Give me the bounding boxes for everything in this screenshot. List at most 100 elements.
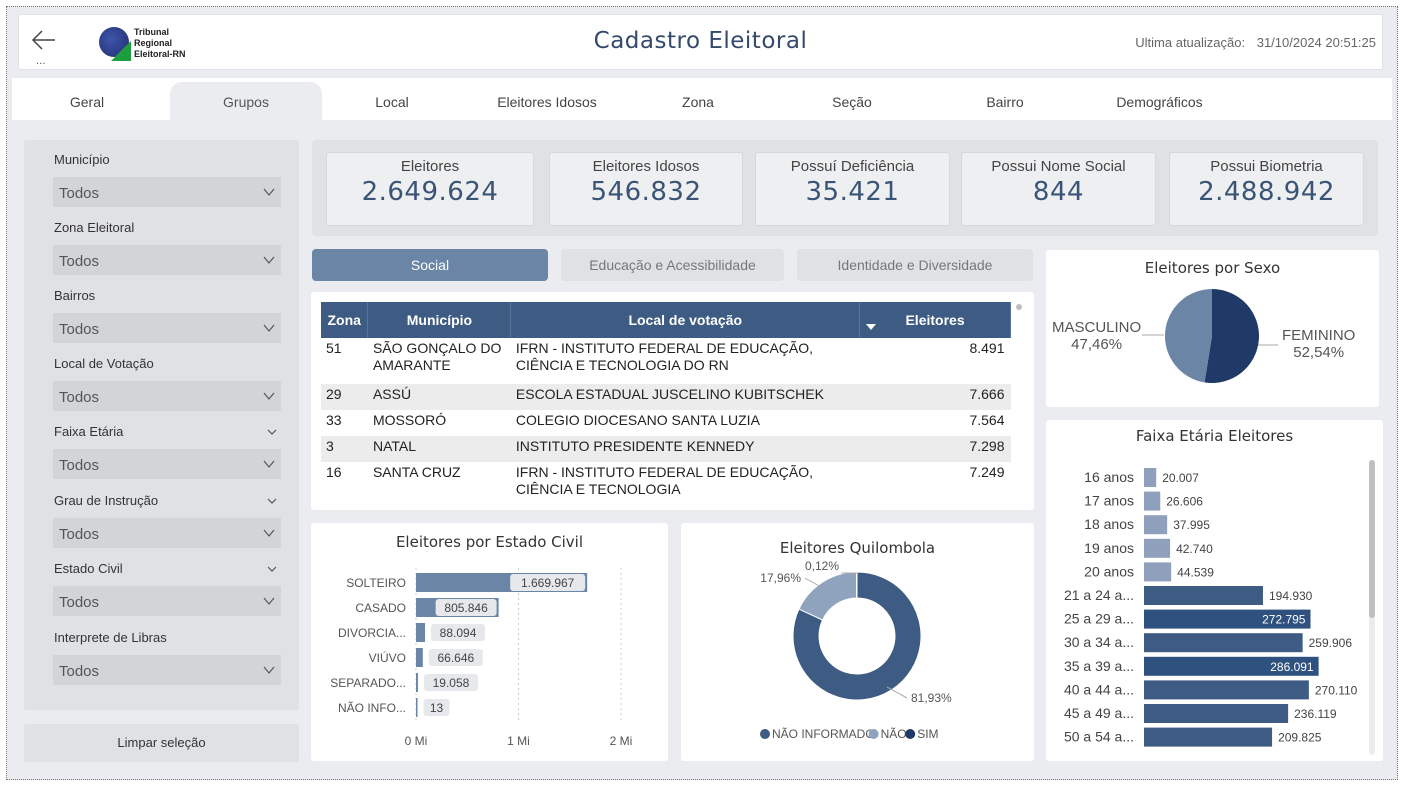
- category-label: VIÚVO: [369, 650, 406, 665]
- table-cell: SÃO GONÇALO DO AMARANTE: [372, 340, 502, 373]
- data-label: 13: [430, 701, 444, 715]
- category-label: 25 a 29 a...: [1064, 611, 1134, 627]
- sort-descending-icon[interactable]: [866, 324, 876, 330]
- legend-marker: [760, 729, 770, 739]
- filter-label-libras: Interprete de Libras: [54, 630, 167, 645]
- bar: [1144, 727, 1273, 747]
- filter-dropdown-municipio[interactable]: Todos: [53, 177, 281, 207]
- category-label: DIVORCIA...: [338, 626, 406, 640]
- tab-eleitores-idosos[interactable]: Eleitores Idosos: [497, 94, 597, 110]
- data-label: 19.058: [433, 676, 470, 690]
- tab-geral[interactable]: Geral: [69, 94, 105, 110]
- column-header[interactable]: Local de votação: [510, 302, 861, 338]
- kpi-label: Possui Biometria: [1210, 158, 1323, 175]
- category-label: 45 a 49 a...: [1064, 705, 1134, 721]
- filter-sidebar: Município Todos Zona Eleitoral Todos Bai…: [24, 140, 299, 710]
- kpi-label: Eleitores Idosos: [592, 158, 700, 175]
- table-cell: SANTA CRUZ: [372, 464, 461, 480]
- filter-dropdown-bairros[interactable]: Todos: [53, 313, 281, 343]
- table-row[interactable]: 33 MOSSORÓ COLEGIO DIOCESANO SANTA LUZIA…: [321, 410, 1011, 436]
- filter-value: Todos: [59, 389, 100, 406]
- chevron-down-icon: [263, 324, 275, 332]
- column-header[interactable]: Zona: [321, 302, 369, 338]
- table-row[interactable]: 16 SANTA CRUZ IFRN - INSTITUTO FEDERAL D…: [321, 462, 1011, 502]
- leader-line: [886, 686, 908, 699]
- voting-locations-table-card: Zona Município Local de votação Eleitore…: [311, 292, 1034, 510]
- table-row[interactable]: 3 NATAL INSTITUTO PRESIDENTE KENNEDY 7.2…: [321, 436, 1011, 462]
- filter-label-faixa: Faixa Etária: [54, 424, 124, 439]
- filter-dropdown-libras[interactable]: Todos: [53, 655, 281, 685]
- table-cell: INSTITUTO PRESIDENTE KENNEDY: [510, 436, 860, 462]
- scrollbar-thumb[interactable]: [1369, 460, 1375, 618]
- tab-demograficos[interactable]: Demográficos: [1116, 94, 1203, 110]
- legend-label: SIM: [917, 727, 938, 741]
- bar: [1144, 680, 1309, 700]
- chart-title: Eleitores Quilombola: [779, 539, 936, 557]
- category-label: 20 anos: [1084, 563, 1134, 579]
- table-row[interactable]: 51 SÃO GONÇALO DO AMARANTE IFRN - INSTIT…: [321, 338, 1011, 384]
- chevron-down-icon: [263, 188, 275, 196]
- legend-label: NÃO: [881, 727, 907, 741]
- header-bar: Tribunal Regional Eleitoral-RN Cadastro …: [18, 14, 1383, 70]
- kpi-card-biometria: Possui Biometria 2.488.942: [1169, 152, 1364, 226]
- x-tick-label: 0 Mi: [405, 734, 428, 748]
- segment-identidade[interactable]: Identidade e Diversidade: [797, 249, 1033, 281]
- bar: [416, 698, 418, 717]
- bar: [1144, 656, 1319, 676]
- tab-local[interactable]: Local: [375, 94, 409, 110]
- bar: [1144, 704, 1289, 723]
- scrollbar-dot[interactable]: [1016, 304, 1022, 310]
- chevron-down-icon[interactable]: [267, 427, 277, 437]
- table-cell: 7.249: [969, 464, 1005, 480]
- table-cell: 7.666: [859, 384, 1011, 410]
- table-cell: 16: [326, 464, 342, 480]
- table-cell: 33: [326, 412, 342, 428]
- kpi-card-idosos: Eleitores Idosos 546.832: [549, 152, 743, 226]
- filter-value: Todos: [59, 663, 100, 680]
- data-label: 20.007: [1162, 471, 1199, 485]
- kpi-value: 546.832: [590, 177, 702, 207]
- back-arrow-icon[interactable]: [29, 25, 59, 55]
- segment-social[interactable]: Social: [312, 249, 548, 281]
- category-label: SEPARADO...: [330, 676, 406, 690]
- filter-dropdown-zona[interactable]: Todos: [53, 245, 281, 275]
- table-cell: COLEGIO DIOCESANO SANTA LUZIA: [515, 412, 760, 428]
- chevron-down-icon[interactable]: [267, 564, 277, 574]
- filter-dropdown-local[interactable]: Todos: [53, 381, 281, 411]
- clear-selection-button[interactable]: Limpar seleção: [24, 724, 299, 762]
- tre-logo-text: Tribunal Regional Eleitoral-RN: [134, 27, 186, 59]
- tab-secao[interactable]: Seção: [832, 94, 872, 110]
- legend-marker: [905, 729, 916, 739]
- table-row[interactable]: 29 ASSÚ ESCOLA ESTADUAL JUSCELINO KUBITS…: [321, 384, 1011, 410]
- tab-bairro[interactable]: Bairro: [986, 94, 1024, 110]
- chevron-down-icon[interactable]: [267, 496, 277, 506]
- data-label-background: [510, 574, 586, 591]
- kpi-label: Eleitores: [400, 158, 460, 175]
- legend-marker: [868, 729, 879, 739]
- data-label: 52,54%: [1293, 344, 1345, 361]
- segment-educacao[interactable]: Educação e Acessibilidade: [561, 249, 784, 281]
- chart-title: Eleitores por Sexo: [1144, 259, 1281, 277]
- category-label: 30 a 34 a...: [1064, 634, 1134, 650]
- column-header[interactable]: Município: [367, 302, 512, 338]
- tab-grupos[interactable]: Grupos: [170, 82, 322, 122]
- column-header[interactable]: Eleitores: [859, 302, 1011, 338]
- category-label: SOLTEIRO: [346, 576, 406, 590]
- voting-locations-table: Zona Município Local de votação Eleitore…: [321, 302, 1011, 502]
- data-label: 81,93%: [911, 691, 952, 705]
- kpi-value: 2.488.942: [1198, 177, 1335, 207]
- data-label: 17,96%: [760, 571, 801, 585]
- data-label: 259.906: [1309, 636, 1353, 650]
- filter-label-zona: Zona Eleitoral: [54, 220, 135, 235]
- data-label: 805.846: [444, 601, 488, 615]
- filter-dropdown-grau[interactable]: Todos: [53, 518, 281, 548]
- sex-label-feminino: FEMININO 52,54%: [1282, 327, 1355, 361]
- category-label: 17 anos: [1084, 493, 1134, 509]
- tab-zona[interactable]: Zona: [682, 94, 714, 110]
- table-cell: NATAL: [367, 436, 511, 462]
- filter-dropdown-estado-civil[interactable]: Todos: [53, 586, 281, 616]
- more-options-icon[interactable]: ...: [36, 56, 46, 67]
- category-label: 40 a 44 a...: [1064, 681, 1134, 697]
- category-label: NÃO INFO...: [338, 701, 406, 715]
- filter-dropdown-faixa[interactable]: Todos: [53, 449, 281, 479]
